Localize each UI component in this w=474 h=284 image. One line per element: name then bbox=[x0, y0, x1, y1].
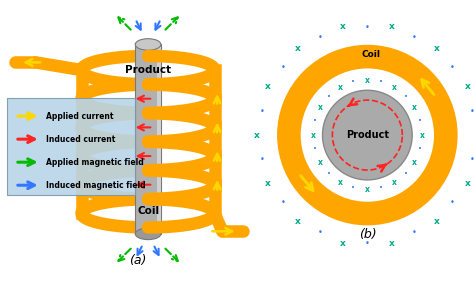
Text: •: • bbox=[281, 198, 285, 207]
Text: x: x bbox=[412, 103, 417, 112]
Text: x: x bbox=[318, 158, 323, 167]
Polygon shape bbox=[7, 98, 135, 195]
Text: x: x bbox=[465, 179, 470, 188]
Text: x: x bbox=[337, 178, 343, 187]
Text: •: • bbox=[281, 63, 285, 72]
Text: x: x bbox=[318, 103, 323, 112]
Text: •: • bbox=[470, 154, 474, 164]
Polygon shape bbox=[157, 45, 161, 234]
Circle shape bbox=[322, 90, 412, 180]
Text: •: • bbox=[351, 185, 355, 191]
Text: x: x bbox=[337, 83, 343, 92]
Text: •: • bbox=[404, 171, 408, 177]
Text: x: x bbox=[295, 44, 301, 53]
Text: •: • bbox=[365, 22, 370, 32]
Text: Applied magnetic field: Applied magnetic field bbox=[46, 158, 144, 167]
Text: •: • bbox=[260, 106, 264, 116]
Text: •: • bbox=[380, 185, 383, 191]
Text: •: • bbox=[327, 93, 331, 99]
Text: x: x bbox=[340, 22, 346, 31]
Text: •: • bbox=[365, 239, 370, 248]
Text: •: • bbox=[313, 146, 317, 152]
Text: x: x bbox=[434, 44, 439, 53]
Text: •: • bbox=[260, 154, 264, 164]
Text: x: x bbox=[419, 131, 424, 139]
Ellipse shape bbox=[135, 39, 161, 50]
Text: x: x bbox=[264, 179, 270, 188]
Text: x: x bbox=[465, 82, 470, 91]
Text: x: x bbox=[365, 185, 370, 194]
Text: x: x bbox=[392, 178, 397, 187]
Text: x: x bbox=[310, 131, 315, 139]
Text: Coil: Coil bbox=[362, 50, 381, 59]
Text: Coil: Coil bbox=[137, 206, 159, 216]
Text: •: • bbox=[313, 118, 317, 124]
Text: x: x bbox=[412, 158, 417, 167]
Text: •: • bbox=[327, 171, 331, 177]
Text: (b): (b) bbox=[358, 228, 376, 241]
Text: Induced magnetic field: Induced magnetic field bbox=[46, 181, 146, 190]
Text: •: • bbox=[404, 93, 408, 99]
Text: x: x bbox=[254, 131, 259, 139]
Text: •: • bbox=[470, 106, 474, 116]
Text: •: • bbox=[449, 198, 454, 207]
Text: x: x bbox=[389, 22, 395, 31]
Text: •: • bbox=[318, 228, 323, 237]
Text: x: x bbox=[264, 82, 270, 91]
Text: (a): (a) bbox=[129, 254, 146, 267]
Text: Product: Product bbox=[125, 65, 171, 75]
Text: •: • bbox=[318, 33, 323, 42]
Text: Applied current: Applied current bbox=[46, 112, 113, 121]
Text: x: x bbox=[392, 83, 397, 92]
Text: •: • bbox=[412, 33, 417, 42]
Text: •: • bbox=[418, 118, 422, 124]
Ellipse shape bbox=[135, 228, 161, 240]
Text: •: • bbox=[412, 228, 417, 237]
Text: x: x bbox=[295, 218, 301, 226]
Text: x: x bbox=[389, 239, 395, 248]
Text: •: • bbox=[418, 146, 422, 152]
Text: •: • bbox=[449, 63, 454, 72]
Text: x: x bbox=[434, 218, 439, 226]
Text: Induced current: Induced current bbox=[46, 135, 115, 144]
Text: •: • bbox=[380, 80, 383, 85]
Text: •: • bbox=[351, 80, 355, 85]
Polygon shape bbox=[135, 45, 161, 234]
Text: x: x bbox=[340, 239, 346, 248]
Text: x: x bbox=[365, 76, 370, 85]
Text: Product: Product bbox=[346, 130, 389, 140]
